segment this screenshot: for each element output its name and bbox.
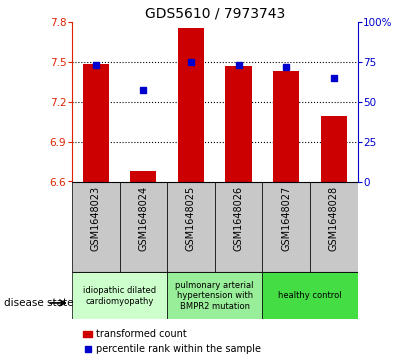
- Bar: [167, 272, 262, 319]
- Bar: [178, 28, 204, 182]
- Bar: [72, 182, 120, 272]
- Bar: [273, 71, 299, 182]
- Bar: [130, 171, 157, 182]
- Bar: [226, 66, 252, 182]
- Text: GSM1648027: GSM1648027: [281, 186, 291, 251]
- Bar: [120, 182, 167, 272]
- Bar: [215, 182, 262, 272]
- Text: pulmonary arterial
hypertension with
BMPR2 mutation: pulmonary arterial hypertension with BMP…: [175, 281, 254, 311]
- Bar: [321, 116, 347, 182]
- Title: GDS5610 / 7973743: GDS5610 / 7973743: [145, 7, 285, 21]
- Text: GSM1648023: GSM1648023: [91, 186, 101, 251]
- Text: idiopathic dilated
cardiomyopathy: idiopathic dilated cardiomyopathy: [83, 286, 156, 306]
- Text: GSM1648025: GSM1648025: [186, 186, 196, 251]
- Text: disease state: disease state: [4, 298, 74, 308]
- Text: GSM1648028: GSM1648028: [329, 186, 339, 251]
- Bar: [262, 272, 358, 319]
- Text: GSM1648026: GSM1648026: [233, 186, 244, 251]
- Text: GSM1648024: GSM1648024: [139, 186, 148, 251]
- Text: healthy control: healthy control: [278, 291, 342, 300]
- Bar: [310, 182, 358, 272]
- Legend: transformed count, percentile rank within the sample: transformed count, percentile rank withi…: [79, 326, 265, 358]
- Bar: [167, 182, 215, 272]
- Bar: [72, 272, 167, 319]
- Bar: [83, 64, 109, 182]
- Bar: [262, 182, 310, 272]
